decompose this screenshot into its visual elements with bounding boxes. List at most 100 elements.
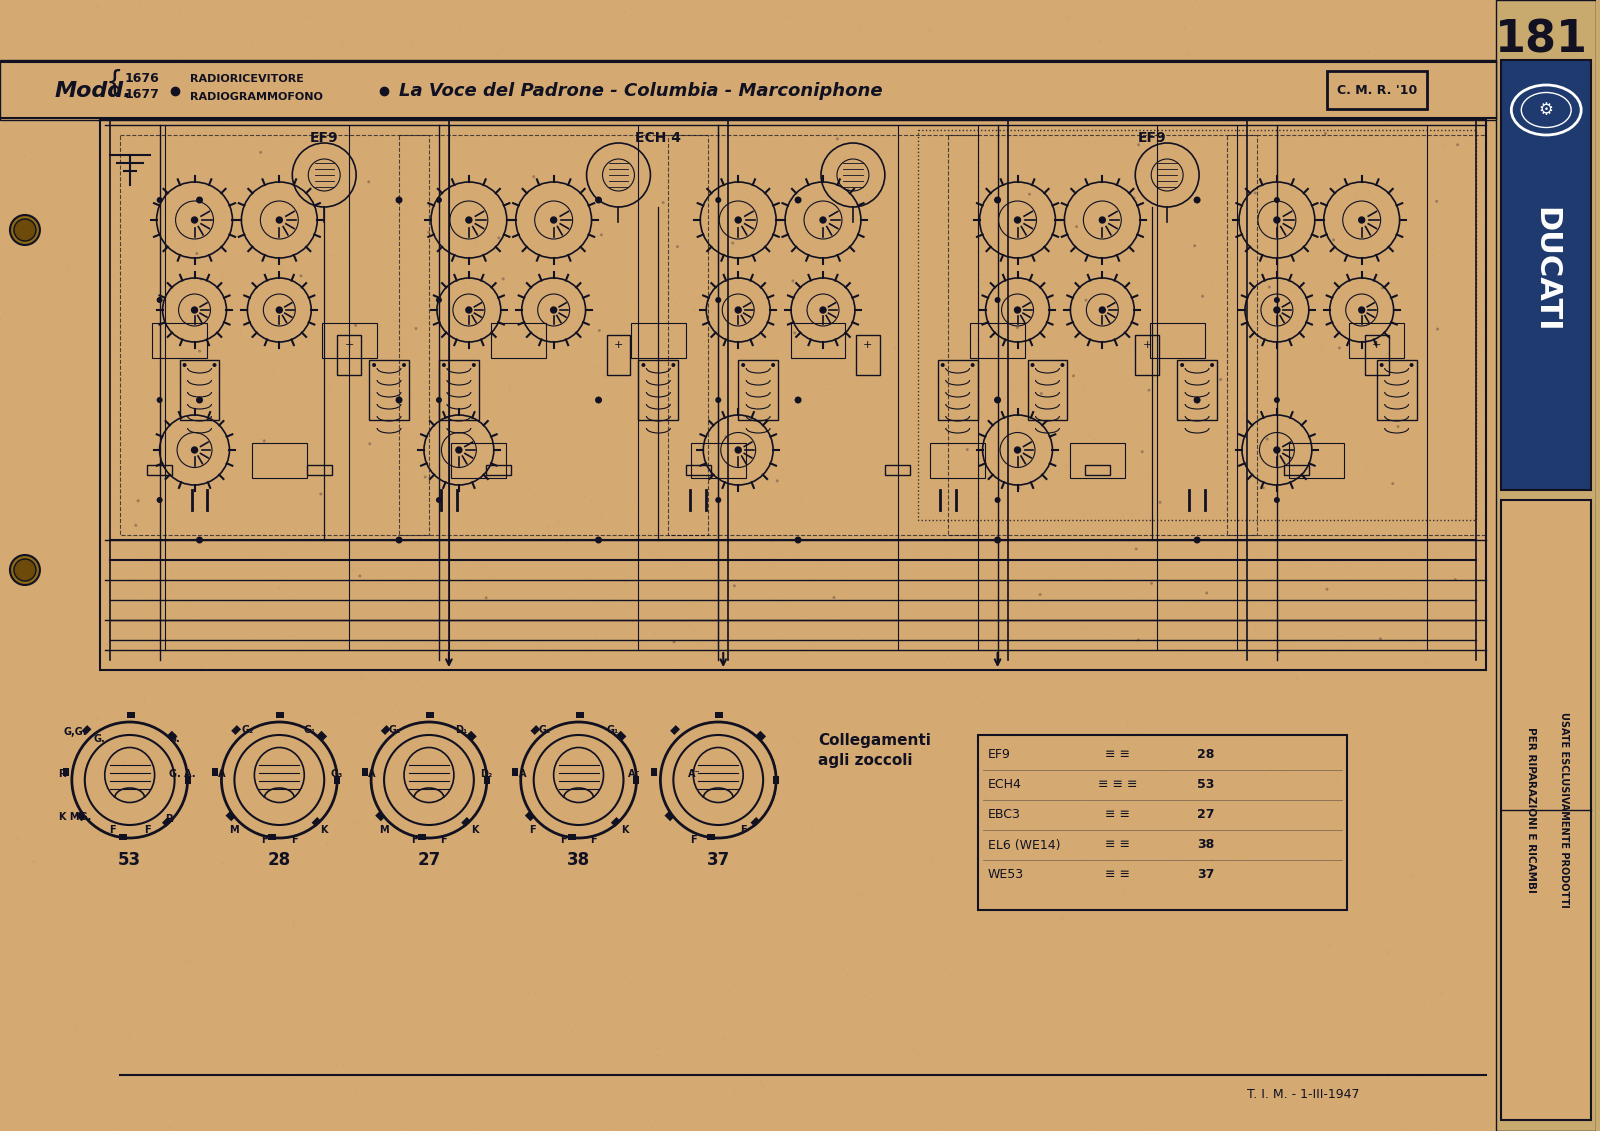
Point (1101, 439, 1126, 457)
Point (360, 699, 386, 717)
Point (682, 840, 707, 858)
Point (222, 1042, 248, 1060)
Point (968, 523, 994, 541)
Point (1414, 23, 1440, 41)
Bar (418, 834, 426, 840)
Point (781, 914, 806, 932)
Point (1125, 525, 1150, 543)
Point (426, 0, 451, 11)
Point (0, 303, 16, 321)
Point (760, 533, 786, 551)
Point (227, 320, 253, 338)
Point (1198, 907, 1224, 925)
Point (1002, 382, 1027, 400)
Point (654, 834, 680, 852)
Point (570, 1015, 595, 1033)
Point (22, 757, 48, 775)
Point (621, 651, 646, 670)
Point (691, 927, 717, 946)
Point (790, 761, 816, 779)
Point (741, 348, 766, 366)
Point (560, 455, 586, 473)
Point (888, 1099, 914, 1117)
Point (949, 222, 974, 240)
Point (189, 767, 214, 785)
Circle shape (1014, 217, 1021, 223)
Point (507, 986, 533, 1004)
Point (1173, 131, 1198, 149)
Point (202, 470, 227, 489)
Point (656, 368, 682, 386)
Point (1069, 507, 1094, 525)
Point (787, 316, 813, 334)
Point (93, 523, 118, 541)
Point (592, 878, 618, 896)
Point (595, 494, 621, 512)
Point (419, 853, 445, 871)
Point (0, 569, 14, 587)
Bar (1501, 500, 1590, 1120)
Point (190, 460, 216, 478)
Point (1083, 435, 1109, 454)
Point (152, 269, 178, 287)
Text: F: F (144, 824, 150, 835)
Point (722, 732, 747, 750)
Point (819, 878, 845, 896)
Circle shape (672, 640, 675, 644)
Point (298, 636, 323, 654)
Circle shape (1266, 438, 1269, 441)
Point (286, 279, 312, 297)
Point (602, 460, 627, 478)
Point (1270, 266, 1296, 284)
Point (850, 629, 875, 647)
Point (683, 590, 709, 608)
Point (277, 35, 302, 53)
Bar (568, 834, 576, 840)
Point (542, 506, 568, 524)
Point (21, 222, 46, 240)
Point (403, 824, 429, 843)
Point (1059, 988, 1085, 1007)
Point (366, 368, 392, 386)
Point (1382, 1030, 1408, 1048)
Point (757, 689, 782, 707)
Point (790, 718, 816, 736)
Point (1197, 426, 1222, 444)
Text: +: + (344, 340, 354, 349)
Point (685, 93, 710, 111)
Point (1075, 687, 1101, 705)
Point (250, 380, 275, 398)
Point (525, 951, 550, 969)
Point (1382, 960, 1408, 978)
Point (928, 44, 954, 62)
Point (1026, 492, 1051, 510)
Point (61, 1027, 86, 1045)
Point (349, 17, 374, 35)
Point (1206, 342, 1232, 360)
Point (1136, 1117, 1162, 1131)
Point (554, 302, 579, 320)
Point (1013, 0, 1038, 10)
Point (1282, 120, 1307, 138)
Point (221, 897, 246, 915)
Point (1216, 916, 1242, 934)
Point (787, 495, 813, 513)
Point (253, 62, 278, 80)
Point (805, 895, 830, 913)
Point (1253, 435, 1278, 454)
Point (1374, 414, 1400, 432)
Point (1075, 276, 1101, 294)
Point (1221, 546, 1246, 564)
Point (381, 167, 406, 185)
Point (491, 461, 517, 480)
Point (11, 468, 37, 486)
Point (142, 1102, 168, 1120)
Point (544, 61, 570, 79)
Point (813, 2, 838, 20)
Point (296, 403, 322, 421)
Point (1323, 893, 1349, 912)
Point (640, 328, 666, 346)
Point (88, 560, 114, 578)
Point (1107, 776, 1133, 794)
Point (797, 455, 822, 473)
